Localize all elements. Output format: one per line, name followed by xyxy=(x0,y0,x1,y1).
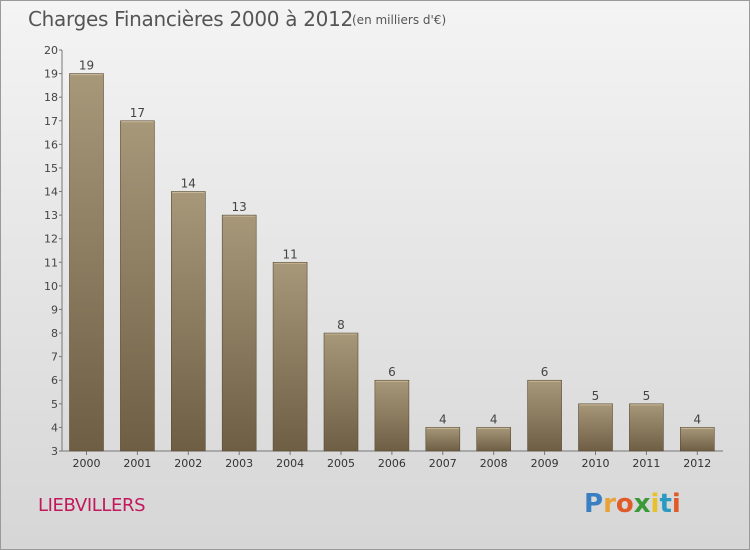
logo-letter: x xyxy=(633,489,651,519)
x-tick-label: 2012 xyxy=(683,457,711,470)
data-label: 13 xyxy=(232,200,247,214)
y-tick-label: 6 xyxy=(51,374,58,387)
x-tick-label: 2002 xyxy=(174,457,202,470)
bar-2012 xyxy=(679,427,715,452)
data-label: 4 xyxy=(693,412,701,426)
bar-2001 xyxy=(120,120,155,452)
y-tick-label: 16 xyxy=(44,138,58,151)
data-label: 5 xyxy=(592,389,600,403)
data-label: 17 xyxy=(130,106,145,120)
x-tick-label: 2010 xyxy=(582,457,610,470)
y-tick-label: 9 xyxy=(51,303,58,316)
data-label: 6 xyxy=(388,365,396,379)
bar-2010 xyxy=(578,403,613,452)
x-tick-label: 2001 xyxy=(123,457,151,470)
x-tick-label: 2008 xyxy=(480,457,508,470)
y-tick-label: 8 xyxy=(51,327,58,340)
data-label: 6 xyxy=(541,365,549,379)
y-tick-label: 5 xyxy=(51,398,58,411)
y-tick-label: 4 xyxy=(51,421,58,434)
logo-letter: o xyxy=(615,489,634,519)
data-label: 4 xyxy=(439,412,447,426)
bar-2002 xyxy=(171,191,206,452)
bar-2007 xyxy=(425,427,461,452)
y-tick-label: 10 xyxy=(44,280,58,293)
x-tick-label: 2000 xyxy=(73,457,101,470)
bar-2004 xyxy=(272,261,308,452)
logo-letter: r xyxy=(603,489,616,519)
y-tick-label: 15 xyxy=(44,162,58,175)
y-tick-label: 12 xyxy=(44,233,58,246)
y-tick-label: 13 xyxy=(44,209,58,222)
chart-title: Charges Financières 2000 à 2012 xyxy=(28,7,353,31)
data-label: 19 xyxy=(79,59,94,73)
logo-letter: t xyxy=(659,489,672,519)
data-label: 4 xyxy=(490,412,498,426)
logo-letter: i xyxy=(671,489,681,519)
chart-subtitle: (en milliers d'€) xyxy=(352,13,447,27)
x-tick-label: 2003 xyxy=(225,457,253,470)
y-tick-label: 20 xyxy=(44,44,58,57)
bar-2005 xyxy=(323,332,359,452)
bar-2008 xyxy=(476,427,512,452)
y-tick-label: 11 xyxy=(44,256,58,269)
logo-letter: i xyxy=(650,489,660,519)
x-tick-label: 2005 xyxy=(327,457,355,470)
data-label: 5 xyxy=(643,389,651,403)
y-tick-label: 18 xyxy=(44,91,58,104)
x-tick-label: 2011 xyxy=(632,457,660,470)
data-label: 8 xyxy=(337,318,345,332)
data-label: 11 xyxy=(282,247,297,261)
data-label: 14 xyxy=(181,177,196,191)
y-tick-label: 19 xyxy=(44,68,58,81)
bar-2006 xyxy=(374,379,410,452)
y-tick-label: 7 xyxy=(51,351,58,364)
bar-2003 xyxy=(221,214,257,452)
x-tick-label: 2007 xyxy=(429,457,457,470)
commune-name: LIEBVILLERS xyxy=(38,495,146,516)
y-tick-label: 17 xyxy=(44,115,58,128)
y-tick-label: 14 xyxy=(44,186,58,199)
bar-2009 xyxy=(527,379,562,452)
proxiti-logo: Proxiti xyxy=(584,489,681,519)
y-tick-label: 3 xyxy=(51,445,58,458)
x-tick-label: 2004 xyxy=(276,457,304,470)
x-tick-label: 2009 xyxy=(531,457,559,470)
bar-2000 xyxy=(69,73,104,452)
bar-2011 xyxy=(629,403,664,452)
logo-letter: P xyxy=(584,489,604,519)
x-tick-label: 2006 xyxy=(378,457,406,470)
